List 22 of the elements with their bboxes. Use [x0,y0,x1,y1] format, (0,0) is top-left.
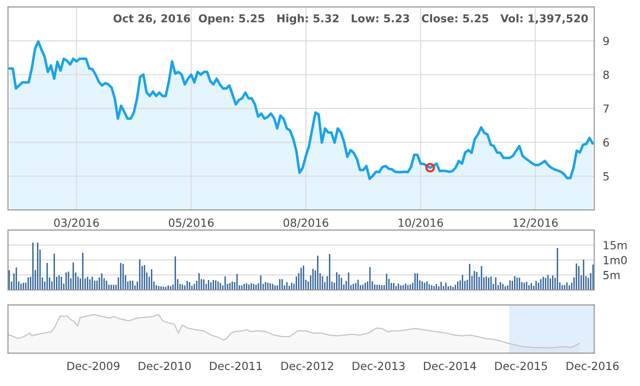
x-tick-label: Dec-2016 [566,362,619,370]
y-tick-label: 7 [603,104,609,113]
x-tick-label: 10/2016 [398,218,443,228]
y-tick-label: 5 [603,172,609,181]
y-tick-label: 8 [603,70,609,80]
annotation: Oct 26, 2016 Open: 5.25 High: 5.32 Low: 5.23 Close: 5.25 Vol: 1,397,520 [114,14,588,25]
x-tick-label: Dec-2009 [68,362,120,370]
x-tick-label: 08/2016 [284,218,328,228]
x-tick-label: 05/2016 [168,218,214,228]
x-tick-label: Dec-2014 [424,362,476,370]
x-tick-label: Dec-2015 [495,362,547,370]
y-tick-label: 6 [603,138,609,147]
x-tick-label: Dec-2010 [138,362,191,370]
x-tick-label: Dec-2011 [210,362,262,370]
x-tick-label: 03/2016 [54,218,99,228]
y-tick-label: 9 [603,36,609,46]
x-tick-label: 12/2016 [513,218,558,228]
y-tick-label: 5m [603,271,620,280]
x-tick-label: Dec-2012 [281,362,334,370]
y-tick-label: 1m0 [604,256,627,264]
y-tick-label: 15m [604,241,627,250]
x-tick-label: Dec-2013 [352,362,405,370]
